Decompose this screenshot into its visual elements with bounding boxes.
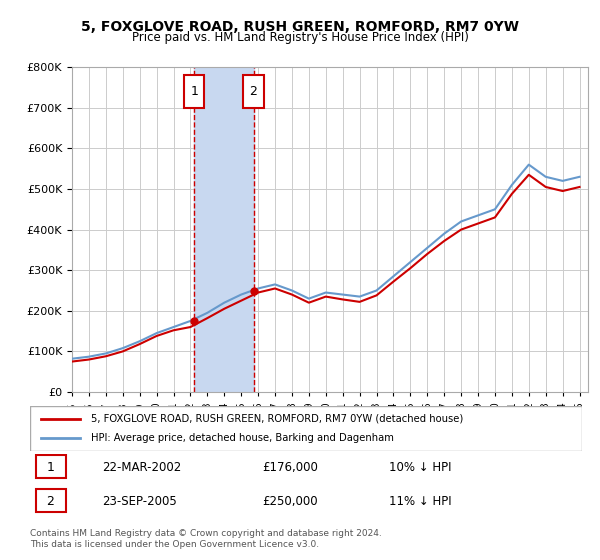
Text: 1: 1 [190,85,198,98]
FancyBboxPatch shape [30,406,582,451]
Text: 5, FOXGLOVE ROAD, RUSH GREEN, ROMFORD, RM7 0YW: 5, FOXGLOVE ROAD, RUSH GREEN, ROMFORD, R… [81,20,519,34]
Text: £176,000: £176,000 [262,461,318,474]
Text: 23-SEP-2005: 23-SEP-2005 [102,494,176,507]
Text: 5, FOXGLOVE ROAD, RUSH GREEN, ROMFORD, RM7 0YW (detached house): 5, FOXGLOVE ROAD, RUSH GREEN, ROMFORD, R… [91,413,463,423]
Text: 22-MAR-2002: 22-MAR-2002 [102,461,181,474]
Text: HPI: Average price, detached house, Barking and Dagenham: HPI: Average price, detached house, Bark… [91,433,394,444]
Text: £250,000: £250,000 [262,494,317,507]
FancyBboxPatch shape [244,76,263,108]
Text: 2: 2 [250,85,257,98]
Text: 10% ↓ HPI: 10% ↓ HPI [389,461,451,474]
FancyBboxPatch shape [35,489,66,512]
Bar [194,67,254,392]
Text: 1: 1 [46,461,55,474]
FancyBboxPatch shape [35,455,66,478]
FancyBboxPatch shape [184,76,204,108]
Text: 2: 2 [46,494,55,507]
Text: Contains HM Land Registry data © Crown copyright and database right 2024.
This d: Contains HM Land Registry data © Crown c… [30,529,382,549]
Text: 11% ↓ HPI: 11% ↓ HPI [389,494,451,507]
Text: Price paid vs. HM Land Registry's House Price Index (HPI): Price paid vs. HM Land Registry's House … [131,31,469,44]
